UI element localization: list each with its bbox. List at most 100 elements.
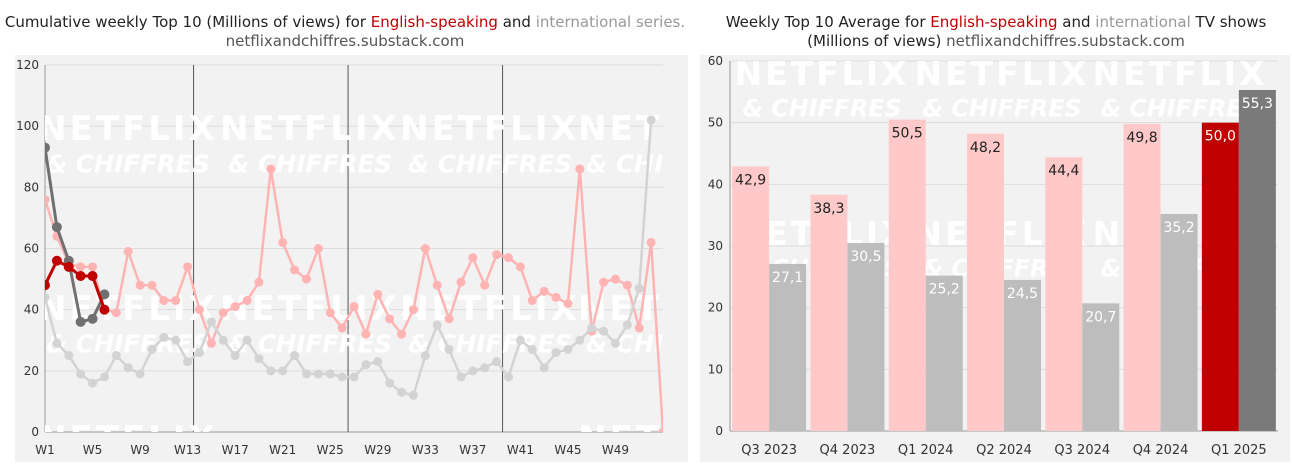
bar-international — [1238, 89, 1276, 431]
data-label-international: 27,1 — [772, 270, 803, 286]
data-point-intl_2024 — [575, 335, 585, 345]
data-point-intl_2025 — [51, 222, 62, 233]
data-label-international: 55,3 — [1242, 96, 1273, 112]
left-chart-panel: Cumulative weekly Top 10 (Millions of vi… — [4, 13, 690, 462]
data-point-eng_2024 — [111, 308, 121, 318]
x-category-label: Q4 2023 — [820, 443, 876, 458]
data-point-intl_2024 — [52, 338, 62, 348]
x-tick-label: W5 — [83, 443, 103, 457]
y-tick-label: 20 — [708, 301, 723, 315]
data-point-eng_2024 — [408, 305, 418, 315]
legend-international-label: international — [1095, 13, 1191, 31]
data-point-intl_2024 — [230, 351, 240, 361]
data-point-eng_2024 — [575, 164, 585, 174]
watermark-chiffres-text: & CHIFFRES — [586, 149, 690, 178]
y-tick-label: 10 — [708, 362, 723, 376]
data-point-eng_2024 — [634, 323, 644, 333]
data-point-intl_2024 — [206, 317, 216, 327]
watermark-logo: NETFLIX& CHIFFRES — [735, 61, 907, 122]
data-point-eng_2024 — [432, 280, 442, 290]
left-line-chart: 0 20 40 60 80 100 120 W1 W5 W9 W13 W17 W21 W25 W29 W33 W… — [15, 55, 690, 462]
watermark-logo: NETFLIX& CHIFFRES — [1093, 61, 1265, 122]
watermark-netflix-text: NETFLIX — [38, 289, 218, 329]
data-point-intl_2024 — [587, 323, 597, 333]
x-category-label: Q1 2024 — [898, 443, 954, 458]
watermark-logo: NETFLIX& CHIFFRES — [45, 109, 215, 178]
data-label-english: 50,5 — [892, 126, 923, 142]
watermark-netflix-text: NETFLIX — [578, 419, 690, 459]
series-line-intl_2024 — [45, 119, 653, 397]
data-label-international: 24,5 — [1007, 286, 1038, 302]
right-chart-title-line2: (Millions of views) netflixandchiffres.s… — [807, 32, 1185, 50]
data-point-intl_2024 — [408, 390, 418, 400]
data-point-eng_2024 — [420, 244, 430, 253]
y-tick-label: 80 — [24, 180, 39, 194]
y-tick-label: 0 — [715, 424, 723, 438]
data-point-intl_2024 — [610, 338, 620, 348]
x-tick-label: W17 — [222, 443, 249, 457]
watermark-netflix-text: NETFLIX — [578, 289, 690, 329]
data-point-eng_2024 — [76, 262, 86, 272]
data-point-eng_2024 — [349, 302, 359, 312]
data-point-intl_2024 — [123, 363, 133, 373]
x-category-label: Q2 2024 — [976, 443, 1032, 458]
data-point-intl_2024 — [599, 326, 609, 336]
bar-english — [732, 166, 770, 431]
data-point-intl_2024 — [337, 372, 347, 382]
data-point-intl_2024 — [563, 344, 573, 354]
watermark-chiffres-text: & CHIFFRES — [228, 149, 392, 178]
data-point-intl_2024 — [373, 357, 383, 367]
data-point-eng_2024 — [515, 262, 525, 272]
data-point-intl_2024 — [349, 372, 359, 382]
x-tick-label: W49 — [602, 443, 629, 457]
y-tick-label: 50 — [708, 116, 723, 130]
watermark-chiffres-text: & CHIFFRES — [742, 94, 901, 122]
bar-english — [1123, 123, 1161, 432]
watermark-chiffres-text: & CHIFFRES — [408, 149, 572, 178]
data-point-eng_2024 — [492, 250, 502, 260]
data-point-intl_2024 — [64, 351, 74, 361]
data-point-eng_2024 — [147, 280, 157, 290]
data-point-eng_2025 — [51, 255, 62, 266]
data-point-eng_2024 — [88, 262, 98, 272]
bar-international — [769, 263, 807, 431]
data-point-intl_2024 — [111, 351, 121, 361]
y-tick-label: 30 — [708, 239, 723, 253]
right-chart-source: netflixandchiffres.substack.com — [946, 32, 1185, 50]
data-point-eng_2024 — [646, 237, 656, 247]
y-tick-label: 60 — [708, 54, 723, 68]
data-point-intl_2025 — [45, 142, 50, 153]
data-point-eng_2024 — [195, 305, 204, 315]
data-point-intl_2024 — [313, 369, 323, 379]
data-point-intl_2024 — [76, 369, 86, 379]
watermark-chiffres-text: & CHIFFRES — [922, 94, 1081, 122]
x-tick-label: W1 — [35, 443, 55, 457]
data-point-eng_2025 — [87, 271, 98, 282]
data-point-intl_2024 — [492, 357, 502, 367]
data-point-eng_2024 — [563, 299, 573, 309]
x-tick-label: W21 — [269, 443, 296, 457]
data-point-eng_2024 — [45, 195, 50, 205]
data-point-eng_2024 — [313, 244, 323, 253]
data-point-eng_2024 — [254, 277, 264, 287]
data-point-intl_2024 — [504, 372, 513, 382]
watermark-logo: NETFLIX& CHIFFRES — [915, 61, 1087, 122]
data-point-eng_2024 — [230, 302, 240, 312]
left-chart-title: Cumulative weekly Top 10 (Millions of vi… — [4, 13, 686, 31]
data-point-intl_2024 — [622, 320, 632, 330]
data-label-english: 42,9 — [735, 172, 766, 188]
data-point-intl_2024 — [634, 283, 644, 293]
data-point-intl_2024 — [159, 332, 169, 342]
data-point-eng_2024 — [159, 295, 169, 305]
data-point-intl_2024 — [468, 366, 478, 376]
data-point-intl_2025 — [99, 289, 110, 300]
data-point-intl_2024 — [135, 369, 145, 379]
data-point-eng_2024 — [337, 323, 347, 333]
data-point-eng_2024 — [218, 308, 228, 318]
x-tick-label: W41 — [507, 443, 534, 457]
data-point-eng_2025 — [99, 304, 110, 315]
watermark-chiffres-text: & CHIFFRES — [586, 329, 690, 358]
x-tick-label: W45 — [554, 443, 581, 457]
y-tick-label: 40 — [708, 177, 723, 191]
